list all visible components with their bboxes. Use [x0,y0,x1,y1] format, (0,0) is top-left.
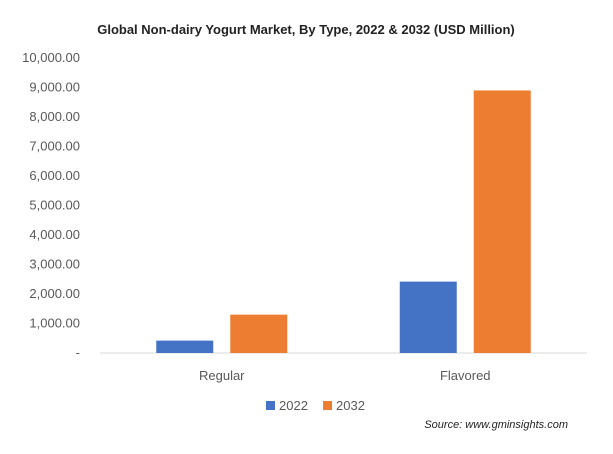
y-tick-label: 7,000.00 [29,139,80,154]
y-tick-label: 6,000.00 [29,168,80,183]
legend-label: 2022 [279,398,308,413]
x-axis: Regular Flavored [199,368,491,383]
y-tick-label: 3,000.00 [29,257,80,272]
bar-flavored-2032 [473,90,531,353]
bar-regular-2022 [156,340,214,353]
bars-group [156,90,531,353]
y-tick-label: 1,000.00 [29,316,80,331]
y-tick-label: 10,000.00 [22,50,80,65]
chart-title: Global Non-dairy Yogurt Market, By Type,… [97,22,515,37]
bar-regular-2032 [230,314,288,353]
x-category-label: Regular [199,368,245,383]
legend-swatch-2032 [323,401,332,410]
y-tick-label: 4,000.00 [29,227,80,242]
y-tick-label: - [76,345,80,360]
y-axis: - 1,000.00 2,000.00 3,000.00 4,000.00 5,000.0… [22,50,80,360]
y-tick-label: 9,000.00 [29,80,80,95]
legend: 2022 2032 [266,398,365,413]
y-tick-label: 5,000.00 [29,198,80,213]
bar-flavored-2022 [399,281,457,353]
legend-swatch-2022 [266,401,275,410]
y-tick-label: 2,000.00 [29,286,80,301]
x-category-label: Flavored [440,368,491,383]
legend-label: 2032 [336,398,365,413]
source-note: Source: www.gminsights.com [424,419,568,431]
y-tick-label: 8,000.00 [29,109,80,124]
